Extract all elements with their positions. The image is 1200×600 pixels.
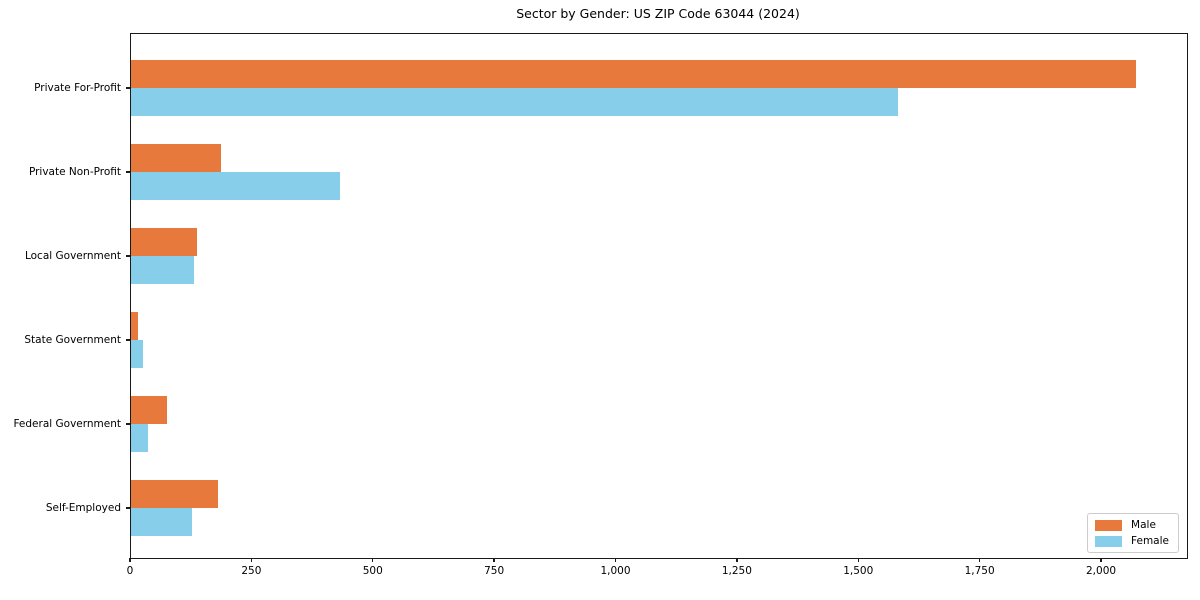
bar-male-federal-government bbox=[131, 396, 168, 424]
bar-male-self-employed bbox=[131, 480, 219, 508]
x-tick-2000 bbox=[1100, 558, 1102, 563]
x-tick-label-250: 250 bbox=[241, 565, 262, 577]
y-tick-self-employed bbox=[126, 507, 130, 509]
bar-female-self-employed bbox=[131, 508, 192, 536]
y-tick-local-government bbox=[126, 255, 130, 257]
x-tick-1250 bbox=[736, 558, 738, 563]
y-tick-label-federal-government: Federal Government bbox=[13, 418, 121, 430]
x-tick-label-1750: 1,750 bbox=[964, 565, 995, 577]
bar-female-private-non-profit bbox=[131, 172, 340, 200]
y-tick-label-private-for-profit: Private For-Profit bbox=[34, 82, 121, 94]
x-tick-label-1500: 1,500 bbox=[843, 565, 874, 577]
x-tick-label-500: 500 bbox=[362, 565, 383, 577]
x-tick-label-0: 0 bbox=[126, 565, 134, 577]
y-tick-label-private-non-profit: Private Non-Profit bbox=[28, 166, 121, 178]
x-tick-label-1000: 1,000 bbox=[600, 565, 631, 577]
bar-male-private-non-profit bbox=[131, 144, 221, 172]
bar-female-federal-government bbox=[131, 424, 148, 452]
legend-entry-male: Male bbox=[1095, 519, 1169, 531]
y-tick-label-state-government: State Government bbox=[24, 334, 121, 346]
y-tick-label-self-employed: Self-Employed bbox=[45, 502, 121, 514]
bar-male-private-for-profit bbox=[131, 60, 1137, 88]
legend-swatch-female bbox=[1095, 535, 1123, 547]
legend-label-female: Female bbox=[1131, 535, 1169, 547]
x-tick-label-2000: 2,000 bbox=[1086, 565, 1117, 577]
y-tick-federal-government bbox=[126, 423, 130, 425]
y-tick-label-local-government: Local Government bbox=[24, 250, 121, 262]
x-tick-label-750: 750 bbox=[484, 565, 505, 577]
x-tick-750 bbox=[493, 558, 495, 563]
x-tick-500 bbox=[372, 558, 374, 563]
legend-label-male: Male bbox=[1131, 519, 1156, 531]
bar-female-state-government bbox=[131, 340, 144, 368]
x-tick-1500 bbox=[857, 558, 859, 563]
legend-entry-female: Female bbox=[1095, 535, 1169, 547]
chart-title: Sector by Gender: US ZIP Code 63044 (202… bbox=[516, 6, 800, 21]
x-tick-1750 bbox=[979, 558, 981, 563]
bar-female-local-government bbox=[131, 256, 195, 284]
y-tick-state-government bbox=[126, 339, 130, 341]
bar-female-private-for-profit bbox=[131, 88, 899, 116]
x-tick-1000 bbox=[614, 558, 617, 563]
legend: Male Female bbox=[1087, 513, 1179, 553]
y-tick-private-non-profit bbox=[126, 171, 130, 173]
y-tick-private-for-profit bbox=[126, 87, 130, 89]
x-tick-label-1250: 1,250 bbox=[721, 565, 752, 577]
legend-swatch-male bbox=[1095, 519, 1123, 531]
bar-male-local-government bbox=[131, 228, 197, 256]
plot-area bbox=[130, 33, 1188, 559]
bar-male-state-government bbox=[131, 312, 139, 340]
x-tick-0 bbox=[129, 558, 131, 563]
x-tick-250 bbox=[250, 558, 253, 563]
